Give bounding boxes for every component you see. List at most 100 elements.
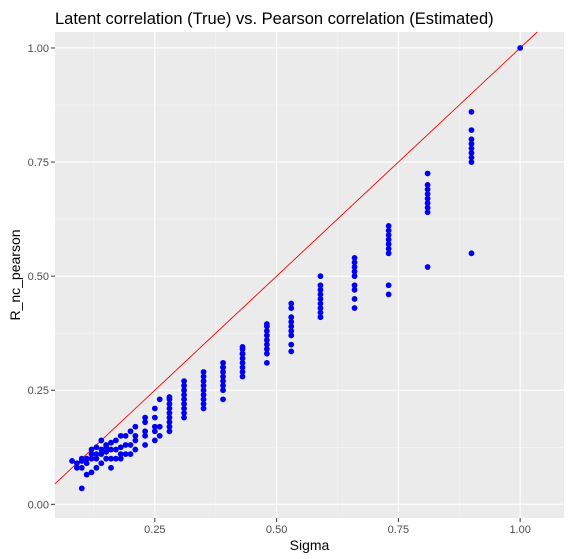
data-point [151,423,158,430]
data-point [117,444,124,451]
data-point [288,328,295,334]
data-point [93,455,100,462]
data-point [181,378,187,384]
data-point [263,337,270,343]
data-point [151,414,158,421]
data-point [239,369,246,375]
data-point [424,186,431,193]
data-point [166,410,173,416]
data-point [200,396,207,403]
data-point [151,428,158,435]
data-point [181,391,187,398]
data-point [385,227,392,234]
data-point [424,195,431,202]
data-point [288,348,295,355]
data-point [166,419,173,426]
x-axis-ticks: 0.25 0.50 0.75 1.00 [144,518,531,536]
data-point [103,455,110,462]
data-point [181,414,187,421]
data-point [468,250,475,257]
data-point [317,314,324,321]
x-tick-label: 1.00 [509,524,530,536]
data-point [93,451,100,458]
data-point [351,273,358,280]
data-point [468,108,475,115]
data-point [117,451,124,458]
data-point [288,341,295,348]
data-point [200,382,207,389]
data-point [317,305,324,311]
data-point [108,446,114,453]
data-point [468,159,475,165]
data-point [385,291,392,298]
data-point [351,264,358,270]
data-point [263,341,270,348]
data-point [181,387,187,394]
data-point [239,373,246,380]
data-point [239,350,246,357]
data-point [98,451,105,458]
data-point [93,464,100,471]
data-point [166,414,173,421]
y-tick-label: 0.25 [28,385,49,397]
data-point [468,154,475,161]
data-point [74,460,80,467]
data-point [78,485,85,492]
data-point [220,378,226,384]
data-point [142,432,149,439]
data-point [351,296,358,302]
x-tick-label: 0.25 [144,524,165,536]
data-point [181,382,187,389]
data-point [317,300,324,307]
data-point [151,405,158,412]
y-tick-label: 1.00 [28,43,49,55]
data-point [288,300,295,307]
data-point [385,232,392,238]
data-point [122,442,129,448]
y-tick-label: 0.75 [28,157,49,169]
data-point [424,191,431,197]
y-axis-ticks: 0.00 0.25 0.50 0.75 1.00 [28,43,55,511]
data-point [200,373,207,380]
data-point [132,446,139,453]
data-point [181,401,187,407]
data-point [122,451,129,458]
data-point [239,355,246,362]
data-point [142,419,149,426]
data-point [83,460,90,467]
data-point [288,314,295,321]
data-point [424,181,431,188]
data-point [263,321,270,327]
data-point [263,359,270,366]
chart-title: Latent correlation (True) vs. Pearson co… [55,10,494,28]
data-point [156,432,163,439]
data-point [351,282,358,289]
data-point [127,428,134,435]
data-point [108,464,114,471]
data-point [263,332,270,339]
data-point [517,45,524,51]
x-tick-label: 0.50 [266,524,287,536]
data-point [181,405,187,412]
data-point [98,460,105,467]
data-point [117,432,124,439]
data-point [132,423,139,430]
data-point [468,145,475,152]
data-point [220,396,226,403]
y-axis-title: R_nc_pearson [7,229,23,320]
data-point [317,282,324,289]
data-point [351,254,358,261]
data-point [93,444,100,451]
data-point [468,127,475,134]
data-point [132,437,139,444]
data-point [166,405,173,412]
data-point [200,401,207,407]
data-point [220,364,226,371]
data-point [288,318,295,325]
x-tick-label: 0.75 [388,524,409,536]
data-point [263,350,270,357]
data-point [112,455,119,462]
data-point [112,446,119,453]
data-point [156,396,163,403]
data-point [385,250,392,257]
